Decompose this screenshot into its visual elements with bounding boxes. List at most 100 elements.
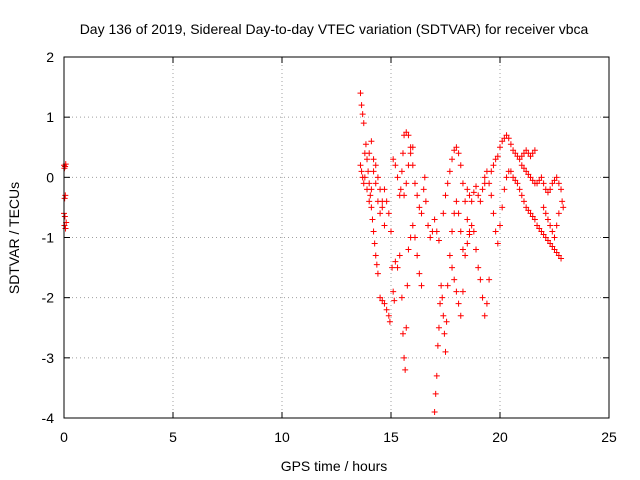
data-point [370,168,377,175]
data-point [394,264,401,271]
x-tick-label: 20 [492,429,508,445]
data-point [549,243,556,250]
data-point [529,150,536,157]
data-point [468,222,475,229]
data-point [540,231,547,238]
data-point [377,294,384,301]
y-tick-label: -3 [42,350,55,366]
data-point [549,180,556,187]
data-point [547,240,554,247]
data-point [372,180,379,187]
data-point [416,270,423,277]
y-tick-label: -2 [42,290,55,306]
data-point [414,252,421,259]
data-point [409,222,416,229]
data-point [553,222,560,229]
data-point [544,237,551,244]
data-point [358,102,365,109]
data-point [358,168,365,175]
y-tick-label: 1 [46,109,54,125]
data-point [558,255,565,262]
data-point [542,234,549,241]
data-point [462,252,469,259]
data-point [555,252,562,259]
data-point [383,198,390,205]
data-point [544,189,551,196]
data-point [479,294,486,301]
data-point [418,282,425,289]
y-tick-label: -1 [42,230,55,246]
data-point [431,408,438,415]
data-point [540,204,547,211]
data-point [403,180,410,187]
data-point [553,174,560,181]
data-point [433,228,440,235]
data-point [373,261,380,268]
data-point [431,216,438,223]
data-point [527,174,534,181]
y-axis-title: SDTVAR / TECUs [6,182,22,294]
data-point [390,156,397,163]
data-point [371,240,378,247]
data-point [434,342,441,349]
data-point [385,210,392,217]
data-point [492,228,499,235]
data-point [551,177,558,184]
data-point [368,186,375,193]
data-point [404,282,411,289]
data-point [538,174,545,181]
data-point [555,210,562,217]
data-point [451,147,458,154]
data-point [377,210,384,217]
data-point [440,312,447,319]
data-point [497,222,503,229]
data-point [394,174,401,181]
data-point [367,192,374,199]
data-point [483,300,490,307]
data-point [440,210,447,217]
data-point [381,222,388,229]
data-point [499,204,506,211]
data-point [518,192,525,199]
data-point [397,186,404,193]
data-point [531,216,538,223]
data-point [553,249,560,256]
data-point [364,156,371,163]
data-point [516,186,523,193]
data-point [473,246,480,253]
data-point [398,294,405,301]
data-point [418,210,425,217]
data-point [555,180,562,187]
data-point [523,204,530,211]
data-point [453,144,460,151]
data-point [405,246,412,253]
data-point [416,204,423,211]
data-point [464,216,471,223]
data-point [466,192,473,199]
data-point [475,192,482,199]
data-point [362,141,369,148]
data-point [501,186,508,193]
data-point [383,306,390,313]
data-point [462,198,469,205]
data-point [62,192,69,199]
data-point [507,168,514,175]
data-point [534,180,541,187]
data-point [368,138,375,145]
data-point [512,177,519,184]
data-point [468,198,475,205]
data-point [366,198,373,205]
data-point [470,228,477,235]
data-point [391,297,398,304]
data-point [420,186,427,193]
data-point [379,204,386,211]
data-point [422,198,429,205]
data-point [534,222,541,229]
data-point [388,228,394,235]
x-tick-label: 25 [601,429,617,445]
data-point [486,276,493,283]
data-point [507,141,514,148]
x-tick-label: 5 [169,429,177,445]
data-point [488,192,495,199]
data-point [369,216,376,223]
